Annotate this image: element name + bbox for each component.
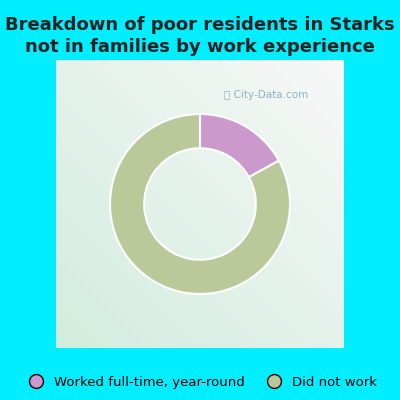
Text: ⓘ City-Data.com: ⓘ City-Data.com	[224, 90, 308, 100]
Wedge shape	[110, 114, 290, 294]
Legend: Worked full-time, year-round, Did not work: Worked full-time, year-round, Did not wo…	[20, 373, 380, 392]
Text: Breakdown of poor residents in Starks
not in families by work experience: Breakdown of poor residents in Starks no…	[5, 16, 395, 56]
Wedge shape	[200, 114, 279, 177]
